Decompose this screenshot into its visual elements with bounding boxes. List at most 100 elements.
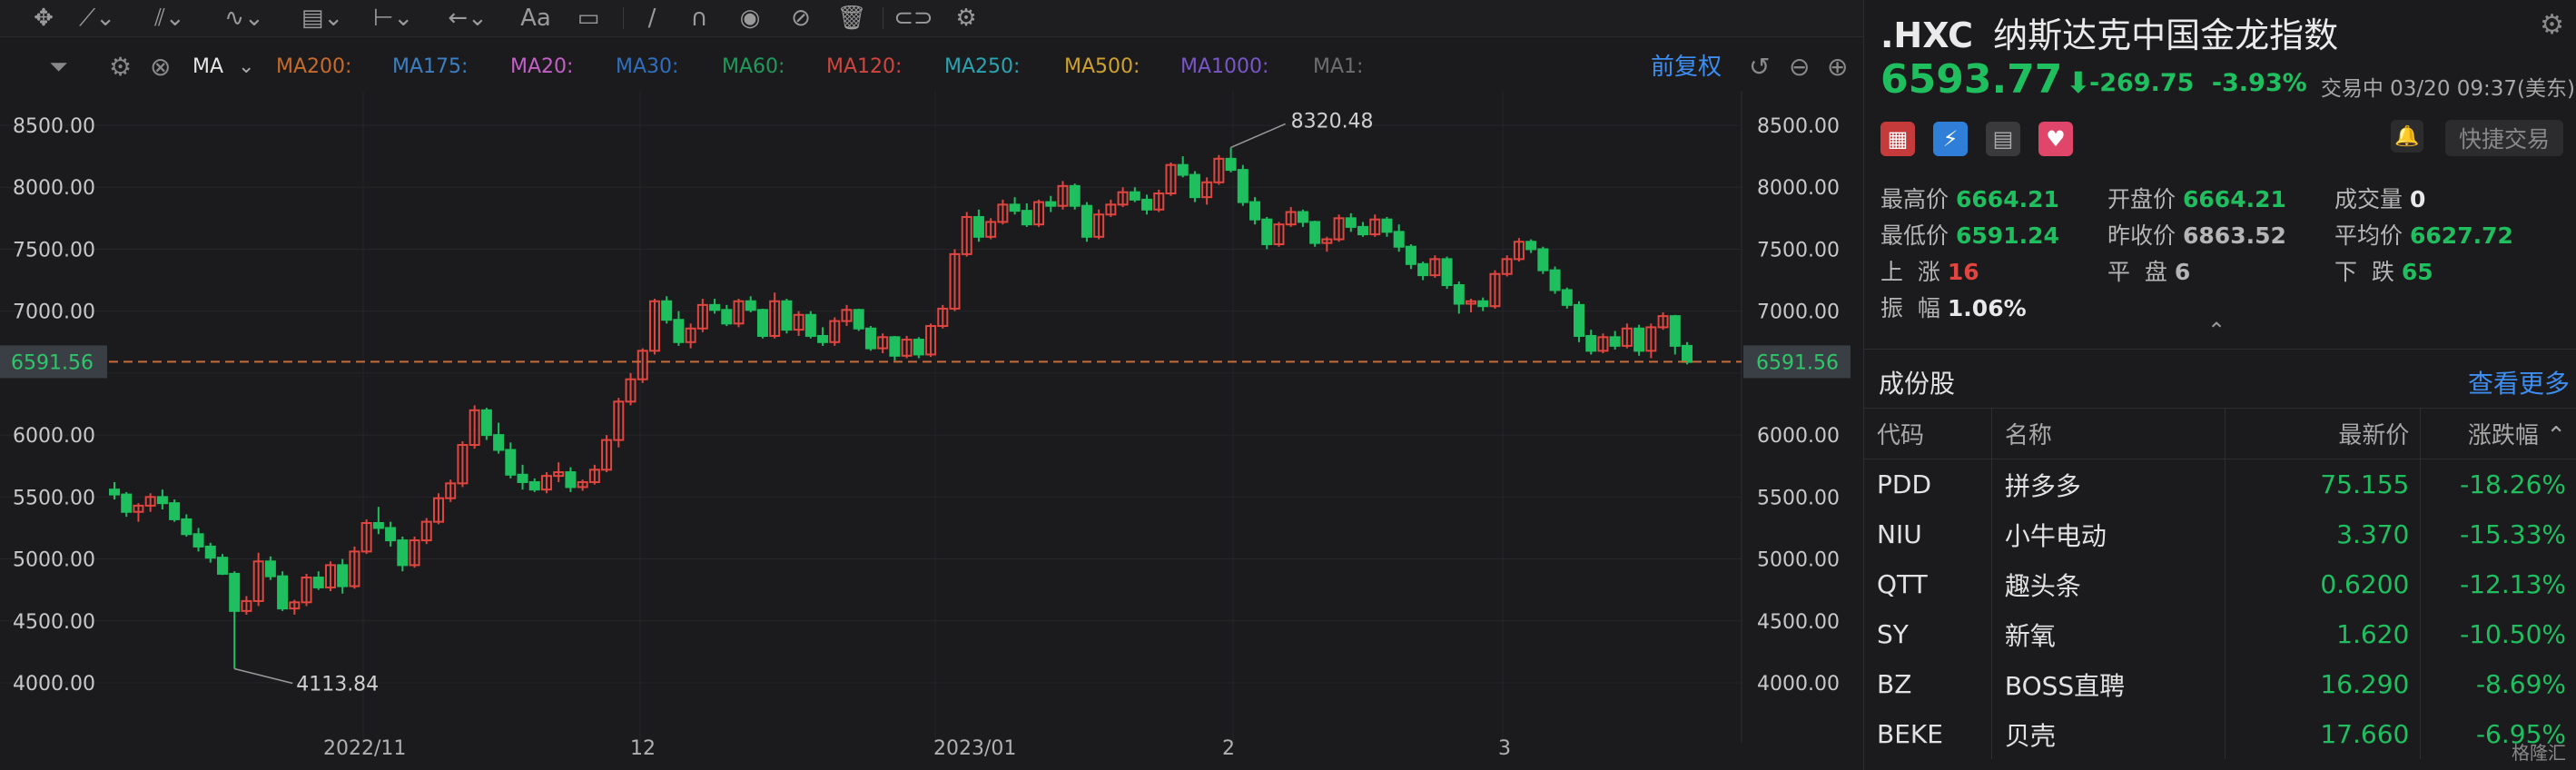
cell-price: 1.620: [2225, 609, 2422, 659]
candle-body: [1549, 269, 1561, 291]
candle-body: [1477, 300, 1489, 308]
column-header[interactable]: 最新价: [2225, 409, 2422, 459]
gear-icon[interactable]: ⚙: [955, 5, 977, 32]
hide-icon[interactable]: ⊘: [791, 5, 811, 32]
document-icon[interactable]: ▤: [1986, 122, 2020, 156]
ma-legend-item[interactable]: MA250:: [944, 55, 1021, 78]
zoom-out-icon[interactable]: ⊖: [1789, 52, 1811, 82]
table-row[interactable]: QTT 趣头条 0.6200 -12.13%: [1864, 559, 2576, 609]
measure-icon[interactable]: ⊢⌄: [372, 5, 414, 32]
chevron-up-icon[interactable]: ⌃: [2207, 318, 2226, 343]
fib-icon[interactable]: ▤⌄: [301, 5, 344, 32]
candle-body: [877, 336, 889, 350]
candle-body: [1429, 258, 1441, 277]
sort-up-icon: ⌃: [2546, 422, 2566, 449]
channel-icon[interactable]: ⫽⌄: [154, 4, 185, 32]
candle-body: [312, 577, 324, 588]
ma-legend-item[interactable]: MA1:: [1313, 55, 1364, 78]
candle-body: [133, 504, 144, 513]
ma-legend-item[interactable]: MA30:: [616, 55, 679, 78]
stat-value: 6664.21: [2183, 186, 2286, 212]
column-header[interactable]: 名称: [1991, 409, 2226, 459]
candle-body: [144, 496, 156, 507]
indicator-select[interactable]: MA: [192, 55, 224, 78]
link-icon[interactable]: ⊂⊃: [893, 5, 933, 32]
candle-body: [277, 575, 289, 610]
text-icon[interactable]: Aa: [520, 5, 551, 32]
gear-icon[interactable]: ⚙: [2540, 9, 2564, 41]
stat-label: 最高价: [1880, 186, 1949, 212]
quick-trade-button[interactable]: 快捷交易: [2445, 120, 2563, 156]
wave-icon[interactable]: ∿⌄: [224, 5, 264, 32]
candle-body: [1213, 157, 1225, 183]
y-tick-label: 5500.00: [13, 487, 95, 509]
close-icon[interactable]: ⊗: [150, 52, 172, 82]
table-row[interactable]: PDD 拼多多 75.155 -18.26%: [1864, 459, 2576, 509]
candle-body: [1393, 231, 1405, 248]
cell-name: 拼多多: [1991, 459, 2226, 509]
candle-body: [1381, 218, 1393, 233]
candle-body: [565, 471, 577, 489]
lightning-icon[interactable]: ⚡: [1933, 122, 1968, 156]
candle-body: [1441, 258, 1453, 287]
cell-pct: -8.69%: [2475, 669, 2566, 699]
candle-body: [925, 325, 937, 356]
candle-body: [733, 300, 745, 325]
price-value: 6593.77: [1880, 56, 2063, 103]
change-percent: -3.93%: [2211, 69, 2307, 97]
pen-icon[interactable]: ∕: [647, 5, 656, 32]
cell-code: QTT: [1864, 559, 1992, 609]
candle-body: [1357, 225, 1369, 236]
candle-body: [1081, 204, 1092, 238]
ma-legend-item[interactable]: MA20:: [510, 55, 574, 78]
candle-body: [181, 518, 192, 536]
candlestick-chart[interactable]: 8500.00 8500.00 8000.00 8000.00 7500.00 7500.…: [0, 91, 1863, 743]
candle-body: [997, 203, 1009, 223]
cell-price: 3.370: [2225, 509, 2422, 559]
ma-legend-item[interactable]: MA120:: [826, 55, 903, 78]
reset-icon[interactable]: ↺: [1749, 52, 1771, 82]
ma-legend-item[interactable]: MA200:: [276, 55, 352, 78]
cell-price: 16.290: [2225, 659, 2422, 709]
candle-body: [156, 496, 168, 505]
trendline-icon[interactable]: ⟋⌄: [79, 4, 115, 32]
table-row[interactable]: BZ BOSS直聘 16.290 -8.69%: [1864, 659, 2576, 709]
candle-body: [1369, 218, 1381, 236]
collapse-icon[interactable]: ⏷: [49, 54, 68, 81]
candle-body: [337, 564, 349, 587]
restore-mode-button[interactable]: 前复权: [1651, 54, 1722, 81]
stat-item: 平 盘 6: [2107, 254, 2190, 287]
x-tick-label: 2: [1222, 737, 1235, 760]
y-tick-label: 4500.00: [13, 611, 95, 634]
candle-body: [1453, 284, 1465, 305]
bell-icon[interactable]: 🔔: [2391, 120, 2423, 153]
table-row[interactable]: BEKE 贝壳 17.660 -6.95%: [1864, 709, 2576, 759]
chevron-down-icon[interactable]: ⌄: [238, 55, 255, 78]
table-row[interactable]: NIU 小牛电动 3.370 -15.33%: [1864, 509, 2576, 559]
column-header[interactable]: 涨跌幅 ⌃: [2420, 409, 2576, 459]
trash-icon[interactable]: 🗑: [836, 5, 867, 32]
column-header[interactable]: 代码: [1864, 409, 1992, 459]
candle-body: [1141, 198, 1153, 211]
ma-legend-item[interactable]: MA500:: [1064, 55, 1140, 78]
eye-icon[interactable]: ◉: [739, 5, 761, 32]
change-value: -269.75: [2089, 69, 2195, 97]
settings-icon[interactable]: ⚙: [109, 52, 133, 82]
candle-body: [913, 339, 924, 356]
see-more-link[interactable]: 查看更多: [2467, 369, 2570, 399]
zoom-in-icon[interactable]: ⊕: [1827, 52, 1849, 82]
table-row[interactable]: SY 新氧 1.620 -10.50%: [1864, 609, 2576, 659]
magnet-icon[interactable]: ∩: [690, 5, 708, 32]
ma-legend-item[interactable]: MA1000:: [1180, 55, 1269, 78]
candle-body: [1585, 334, 1597, 352]
comment-icon[interactable]: ▭: [577, 5, 600, 32]
arrow-icon[interactable]: ←⌄: [448, 5, 488, 32]
chart-toolbar: ✥ ⟋⌄ ⫽⌄ ∿⌄ ▤⌄ ⊢⌄ ←⌄ Aa ▭ ∕ ∩ ◉ ⊘ 🗑 ⊂⊃ ⚙: [0, 0, 1863, 37]
candle-body: [745, 300, 756, 311]
ma-legend-item[interactable]: MA60:: [722, 55, 785, 78]
candle-body: [1609, 336, 1621, 347]
crosshair-icon[interactable]: ✥: [34, 5, 54, 32]
heart-icon[interactable]: ♥: [2038, 122, 2073, 156]
ma-legend-item[interactable]: MA175:: [392, 55, 469, 78]
cell-code: NIU: [1864, 509, 1992, 559]
